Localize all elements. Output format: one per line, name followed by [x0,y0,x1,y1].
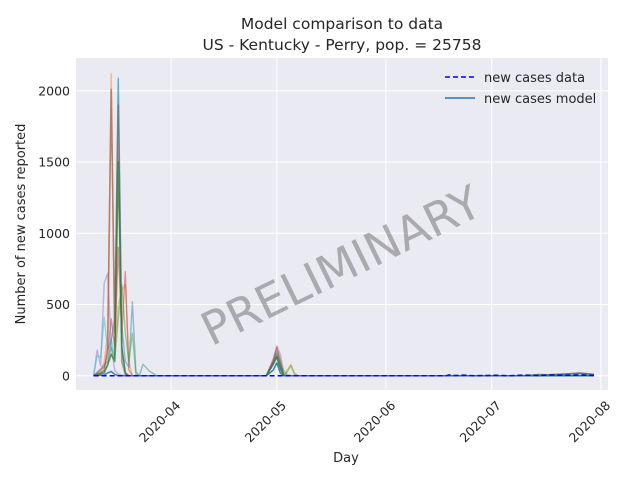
chart-subtitle: US - Kentucky - Perry, pop. = 25758 [203,36,482,54]
y-tick-labels: 0 500 1000 1500 2000 [38,83,70,383]
legend-label-data: new cases data [484,71,585,86]
y-tick-label: 2000 [38,83,70,98]
plot-area [76,58,608,390]
series-line-new-cases-data [93,374,594,377]
x-axis-label: Day [333,451,359,466]
legend: new cases data new cases model [445,71,596,107]
y-tick-label: 1500 [38,155,70,170]
y-axis-label: Number of new cases reported [14,124,29,325]
legend-label-model: new cases model [484,92,596,107]
chart-title: Model comparison to data [241,15,443,33]
y-tick-label: 0 [62,368,70,383]
y-tick-label: 500 [46,297,70,312]
y-tick-label: 1000 [38,226,70,241]
series-line-model-run [93,161,594,377]
series-line-model-run [93,246,594,377]
series-lines [92,72,594,377]
